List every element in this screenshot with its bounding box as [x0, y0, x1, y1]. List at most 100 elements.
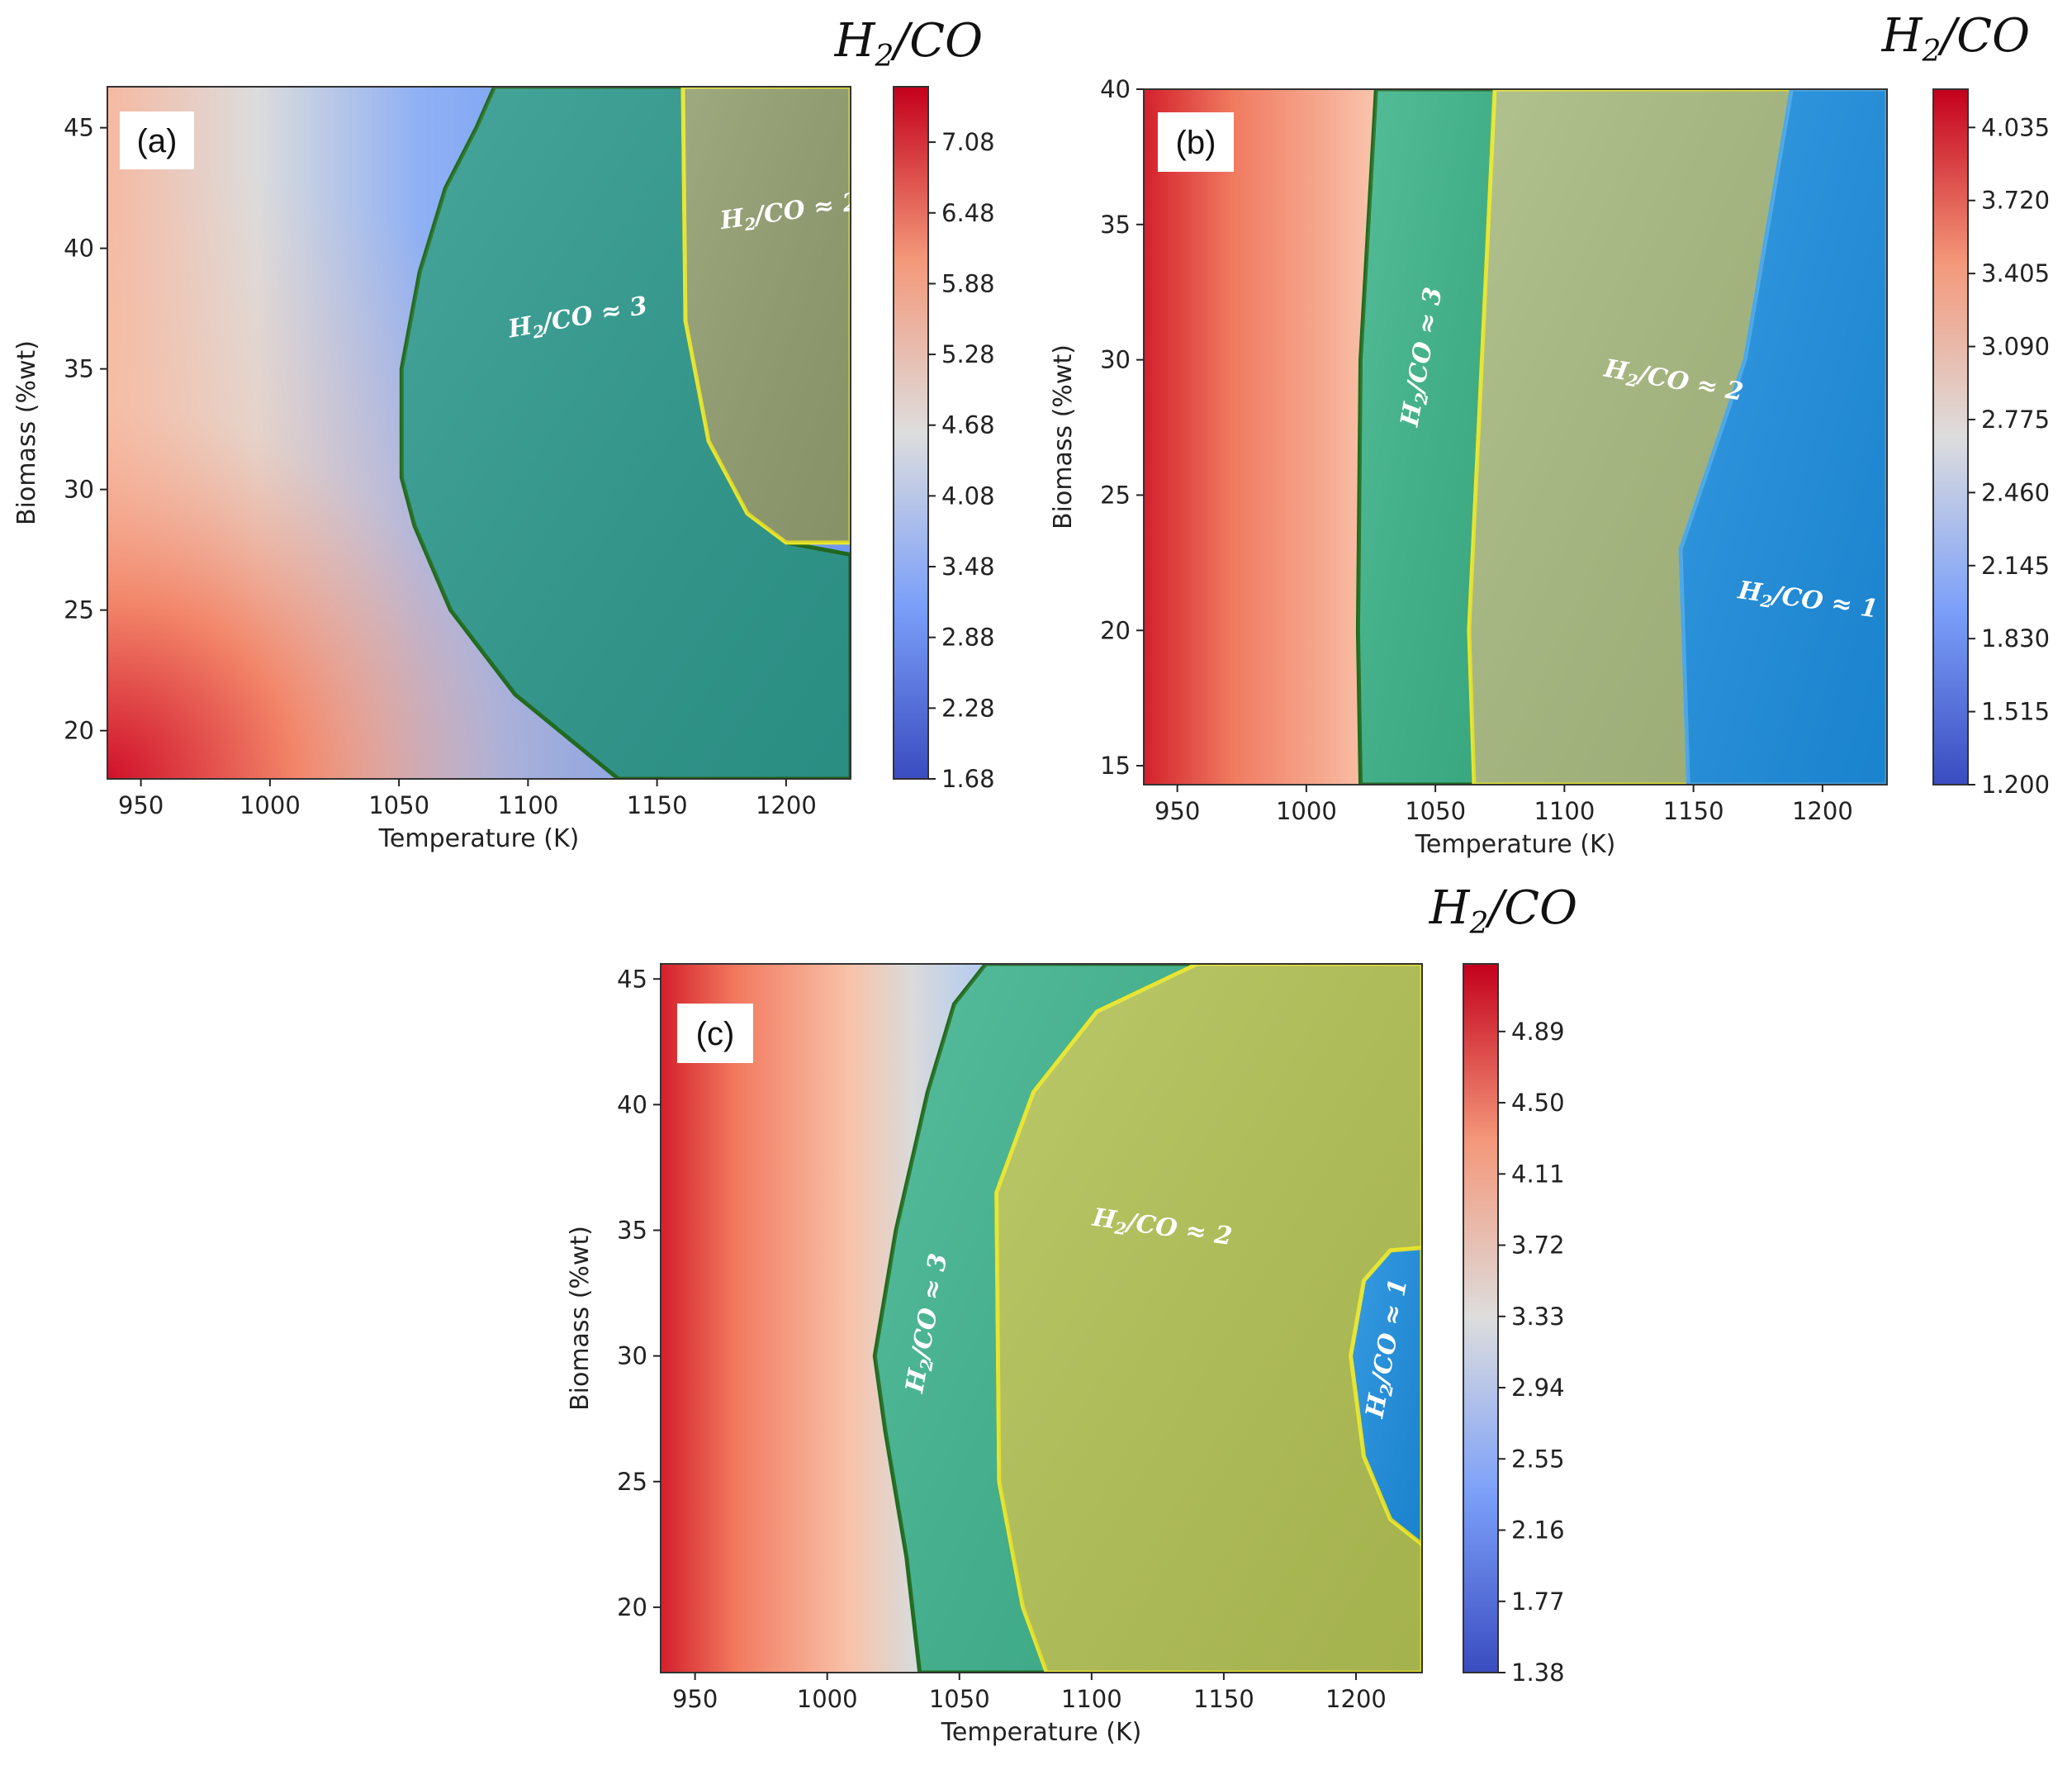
colorbar-tick-label: 2.145 [1981, 552, 2050, 580]
y-tick-label: 20 [1100, 616, 1131, 644]
colorbar-tick-label: 4.08 [941, 482, 995, 510]
x-tick-label: 1200 [1325, 1685, 1387, 1713]
colorbar-tick-label: 4.11 [1511, 1160, 1565, 1188]
colorbar-tick-label: 2.16 [1511, 1516, 1565, 1545]
panel-label-box [120, 112, 194, 169]
regions [872, 964, 1422, 1673]
region-1-shade [1358, 89, 1495, 785]
x-tick-label: 1100 [1534, 797, 1595, 825]
panel-label-box [1158, 112, 1234, 172]
colorbar-tick-label: 2.775 [1981, 406, 2050, 434]
x-tick-label: 1050 [1405, 797, 1466, 825]
colorbar-tick-label: 3.48 [941, 553, 995, 581]
x-axis-label: Temperature (K) [1415, 830, 1616, 859]
colorbar-tick-label: 1.515 [1981, 698, 2050, 726]
colorbar [1932, 88, 1969, 785]
y-tick-label: 20 [64, 717, 94, 745]
colorbar-tick-label: 1.200 [1981, 771, 2050, 799]
panel-label: (b) [1176, 125, 1216, 161]
y-tick-label: 20 [617, 1593, 647, 1621]
y-tick-label: 30 [617, 1342, 647, 1370]
panel-label-box [677, 1004, 753, 1063]
y-axis-label: Biomass (%wt) [12, 340, 41, 525]
x-tick-label: 1100 [497, 791, 558, 819]
colorbar-tick-label: 1.38 [1511, 1659, 1565, 1687]
region-3-shade [1350, 1247, 1422, 1545]
region-1-shade [875, 964, 1197, 1673]
colorbar [893, 86, 929, 780]
panel-label: (c) [696, 1016, 735, 1052]
y-tick-label: 45 [617, 965, 647, 993]
colorbar [1463, 963, 1499, 1673]
colorbar-tick-label: 7.08 [941, 128, 995, 156]
colorbar-tick-label: 4.68 [941, 411, 995, 439]
colorbar-tick-label: 3.33 [1511, 1303, 1565, 1331]
region-1-shade [401, 87, 851, 779]
colorbar-tick-label: 3.720 [1981, 187, 2050, 215]
x-tick-label: 1000 [1276, 797, 1337, 825]
x-tick-label: 1100 [1061, 1685, 1122, 1713]
colorbar-tick-label: 2.55 [1511, 1445, 1565, 1473]
y-tick-label: 40 [64, 235, 94, 263]
y-tick-label: 15 [1100, 752, 1131, 780]
y-tick-label: 35 [1100, 211, 1131, 239]
y-tick-label: 25 [64, 596, 94, 624]
colorbar-tick-label: 6.48 [941, 199, 995, 227]
plot-frame [660, 963, 1423, 1673]
x-tick-label: 1050 [929, 1685, 990, 1713]
x-tick-label: 1150 [627, 791, 688, 819]
colorbar-tick-label: 4.50 [1511, 1089, 1565, 1117]
x-tick-label: 950 [1155, 797, 1200, 825]
y-tick-label: 40 [1100, 75, 1131, 103]
y-axis-label: Biomass (%wt) [566, 1226, 595, 1411]
colorbar-tick-label: 1.68 [941, 765, 995, 793]
colorbar-title: H2/CO [1881, 9, 2030, 69]
region-2-shade [996, 964, 1422, 1673]
x-tick-label: 950 [118, 791, 164, 819]
x-tick-label: 950 [672, 1685, 718, 1713]
plot-frame [1143, 88, 1888, 785]
x-tick-label: 1000 [239, 791, 301, 819]
x-tick-label: 1200 [756, 791, 817, 819]
y-tick-label: 30 [64, 476, 94, 504]
y-tick-label: 35 [617, 1217, 647, 1245]
x-axis-label: Temperature (K) [378, 824, 580, 853]
y-tick-label: 25 [1100, 481, 1131, 509]
region-2-shade [1468, 89, 1792, 785]
y-tick-label: 30 [1100, 346, 1131, 374]
colorbar-tick-label: 3.405 [1981, 259, 2050, 287]
plot-frame [107, 86, 851, 780]
colorbar-tick-label: 2.28 [941, 694, 995, 722]
colorbar-title: H2/CO [834, 14, 983, 74]
colorbar-tick-label: 4.89 [1511, 1018, 1565, 1046]
colorbar-tick-label: 2.94 [1511, 1374, 1565, 1402]
colorbar-tick-label: 2.460 [1981, 478, 2050, 506]
regions [399, 87, 851, 779]
colorbar-tick-label: 5.28 [941, 340, 995, 368]
panel-label: (a) [137, 123, 178, 159]
x-tick-label: 1050 [368, 791, 429, 819]
colorbar-tick-label: 1.77 [1511, 1588, 1565, 1616]
x-axis-label: Temperature (K) [941, 1718, 1142, 1747]
x-tick-label: 1000 [797, 1685, 858, 1713]
regions [1355, 89, 1887, 785]
colorbar-tick-label: 5.88 [941, 269, 995, 297]
x-tick-label: 1150 [1193, 1685, 1254, 1713]
x-tick-label: 1200 [1792, 797, 1853, 825]
x-tick-label: 1150 [1663, 797, 1724, 825]
y-axis-label: Biomass (%wt) [1049, 344, 1078, 529]
colorbar-tick-label: 2.88 [941, 624, 995, 652]
colorbar-title: H2/CO [1429, 881, 1577, 941]
y-tick-label: 40 [617, 1090, 647, 1118]
y-tick-label: 25 [617, 1468, 647, 1496]
colorbar-tick-label: 3.72 [1511, 1232, 1565, 1260]
region-3-shade [1681, 89, 1887, 785]
colorbar-tick-label: 3.090 [1981, 333, 2050, 361]
y-tick-label: 35 [64, 355, 94, 383]
region-2-shade [682, 87, 851, 543]
colorbar-tick-label: 4.035 [1981, 113, 2050, 141]
